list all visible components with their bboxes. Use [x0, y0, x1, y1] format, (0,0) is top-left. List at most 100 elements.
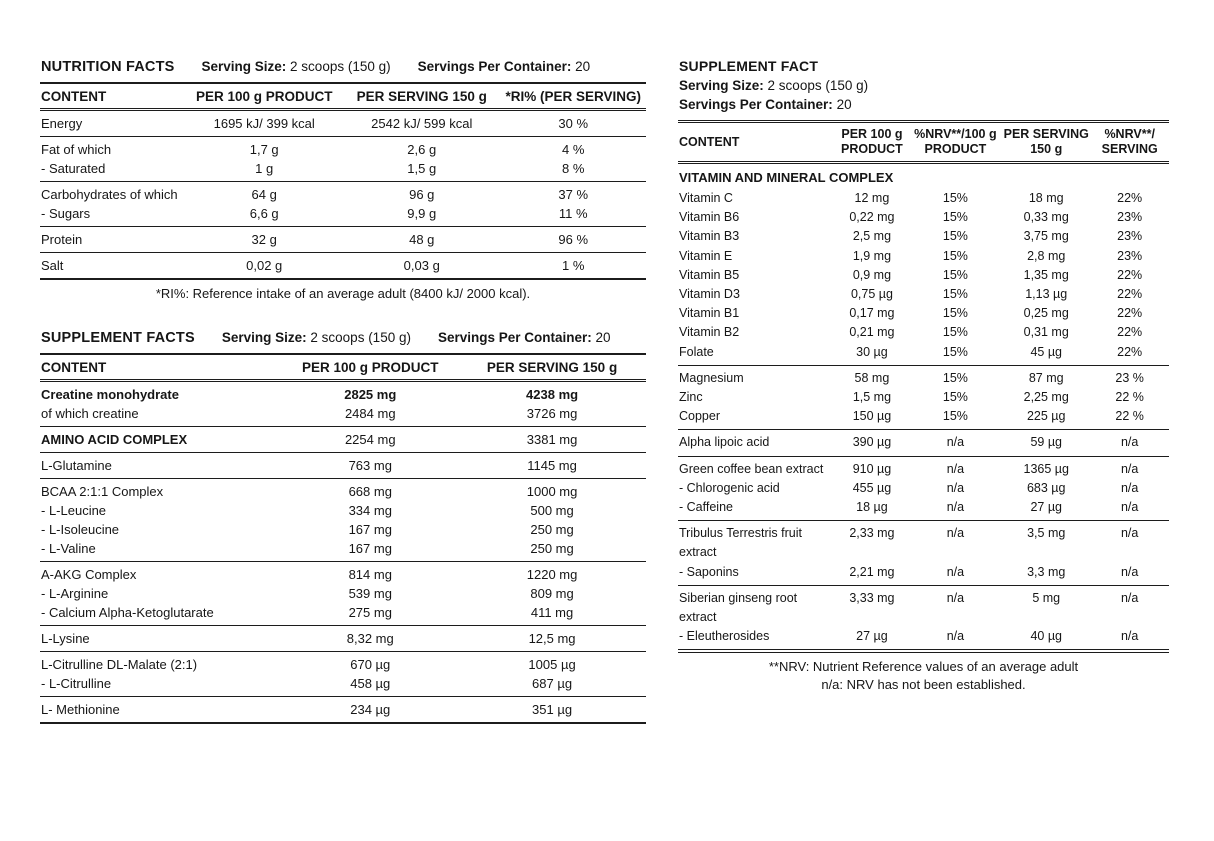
rule — [40, 353, 646, 355]
column-header: PER 100 g PRODUCT — [195, 88, 333, 104]
row-label: Vitamin B3 — [679, 229, 740, 244]
row-value: 1000 mg — [526, 484, 578, 499]
serving-size-label: Serving Size: — [221, 330, 307, 345]
row-label: Vitamin B5 — [679, 267, 740, 282]
serving-size-value: 2 scoops (150 g) — [290, 59, 391, 74]
row-value: 22% — [1117, 306, 1143, 321]
row-label: - Chlorogenic acid — [679, 480, 780, 495]
column-header: PER 100 g PRODUCT — [841, 127, 903, 156]
table-row: - L-Arginine 539 mg 809 mg — [40, 584, 646, 603]
row-value: 4238 mg — [526, 387, 579, 402]
row-value: 234 µg — [350, 702, 391, 717]
table-row: Vitamin C 12 mg 15% 18 mg 22% — [678, 189, 1169, 208]
row-value: 40 µg — [1030, 629, 1062, 644]
row-label: - Eleutherosides — [679, 629, 770, 644]
row-value: 670 µg — [350, 657, 391, 672]
row-value: n/a — [1120, 500, 1139, 515]
servings-per-container-value: 20 — [836, 97, 852, 112]
row-value: 15% — [942, 325, 968, 340]
row-value: 8,32 mg — [346, 631, 394, 646]
rule — [678, 161, 1169, 164]
table-row: L- Methionine 234 µg 351 µg — [40, 700, 646, 719]
supplement-facts-table: SUPPLEMENT FACTS Serving Size: 2 scoops … — [40, 328, 646, 724]
table-group: Creatine monohydrate 2825 mg 4238 mg of whi… — [40, 382, 646, 426]
table-row: Vitamin B3 2,5 mg 15% 3,75 mg 23% — [678, 227, 1169, 246]
column-header: CONTENT — [679, 134, 740, 149]
row-value: 18 mg — [1028, 191, 1064, 205]
row-value: n/a — [1120, 590, 1139, 605]
column-header: %NRV**/ SERVING — [1101, 127, 1158, 156]
row-value: 23% — [1117, 210, 1143, 225]
row-label: Salt — [41, 258, 64, 273]
row-label: - L-Isoleucine — [41, 522, 120, 537]
row-value: n/a — [946, 590, 965, 605]
row-value: 64 g — [251, 187, 277, 202]
row-value: n/a — [1120, 629, 1139, 644]
row-value: 2,6 g — [407, 142, 437, 157]
row-value: 1005 µg — [528, 657, 576, 672]
row-label: L-Citrulline DL-Malate (2:1) — [41, 657, 198, 672]
row-value: 8 % — [562, 161, 585, 176]
row-value: 668 mg — [348, 484, 392, 499]
row-value: 411 mg — [530, 605, 574, 620]
table-row: Vitamin B6 0,22 mg 15% 0,33 mg 23% — [678, 208, 1169, 227]
table-group: L-Lysine 8,32 mg 12,5 mg — [40, 625, 646, 651]
table-row: - L-Isoleucine 167 mg 250 mg — [40, 520, 646, 539]
rule — [40, 278, 646, 280]
row-value: 3,3 mg — [1027, 564, 1066, 579]
table-group: L-Citrulline DL-Malate (2:1) 670 µg 1005 µ… — [40, 651, 646, 696]
row-value: n/a — [1120, 564, 1139, 579]
row-value: 1,35 mg — [1023, 267, 1069, 282]
row-label: Folate — [679, 344, 714, 359]
row-label: Vitamin C — [679, 191, 733, 205]
servings-per-container: Servings Per Container: 20 — [418, 59, 591, 74]
table-row: Creatine monohydrate 2825 mg 4238 mg — [40, 385, 646, 404]
table-row: Vitamin D3 0,75 µg 15% 1,13 µg 22% — [678, 285, 1169, 304]
table-row: Energy 1695 kJ/ 399 kcal 2542 kJ/ 599 kcal… — [40, 114, 646, 133]
row-label: Alpha lipoic acid — [679, 435, 770, 450]
row-value: 59 µg — [1030, 435, 1062, 450]
row-value: 22% — [1117, 191, 1143, 205]
nrv-footnote-line: **NRV: Nutrient Reference values of an a… — [768, 659, 1079, 675]
row-value: 150 µg — [852, 409, 892, 424]
supplement-fact-title: SUPPLEMENT FACT — [679, 58, 819, 74]
row-value: 15% — [942, 390, 968, 405]
row-label: Zinc — [679, 390, 703, 405]
row-value: 167 mg — [348, 541, 392, 556]
column-header: %NRV**/100 g PRODUCT — [914, 127, 997, 156]
row-value: 22% — [1117, 325, 1143, 340]
row-value: 390 µg — [852, 435, 892, 450]
row-label: AMINO ACID COMPLEX — [41, 432, 188, 447]
row-value: 334 mg — [348, 503, 392, 518]
table-body: Energy 1695 kJ/ 399 kcal 2542 kJ/ 599 kcal… — [40, 111, 646, 278]
table-row: - Saponins 2,21 mg n/a 3,3 mg n/a — [678, 563, 1169, 582]
servings-per-container: Servings Per Container: 20 — [438, 330, 611, 345]
table-group: L-Glutamine 763 mg 1145 mg — [40, 452, 646, 478]
nrv-footnotes: **NRV: Nutrient Reference values of an a… — [678, 653, 1169, 694]
row-value: 30 µg — [856, 344, 888, 359]
row-value: n/a — [946, 461, 965, 476]
table-group: AMINO ACID COMPLEX 2254 mg 3381 mg — [40, 426, 646, 452]
row-value: 809 mg — [530, 586, 574, 601]
row-value: n/a — [1120, 435, 1139, 450]
row-label: Copper — [679, 409, 720, 424]
row-value: 1,7 g — [249, 142, 279, 157]
table-row: Alpha lipoic acid 390 µg n/a 59 µg n/a — [678, 433, 1169, 452]
row-value: 27 µg — [1030, 500, 1062, 515]
row-value: n/a — [946, 435, 965, 450]
table-group: Green coffee bean extract 910 µg n/a 1365 µ… — [678, 455, 1169, 521]
table-row: - L-Leucine 334 mg 500 mg — [40, 501, 646, 520]
table-row: Protein 32 g 48 g 96 % — [40, 230, 646, 249]
row-value: 23% — [1117, 229, 1143, 244]
table-row: L-Glutamine 763 mg 1145 mg — [40, 456, 646, 475]
row-value: 250 mg — [530, 522, 574, 537]
row-value: 1 % — [562, 258, 585, 273]
table-row: Vitamin B1 0,17 mg 15% 0,25 mg 22% — [678, 304, 1169, 323]
row-value: n/a — [946, 564, 965, 579]
row-value: 250 mg — [530, 541, 574, 556]
table-row: - Sugars 6,6 g 9,9 g 11 % — [40, 204, 646, 223]
row-value: 0,02 g — [246, 258, 283, 273]
row-value: 15% — [942, 306, 968, 321]
table-row: - Saturated 1 g 1,5 g 8 % — [40, 159, 646, 178]
row-value: 167 mg — [348, 522, 392, 537]
